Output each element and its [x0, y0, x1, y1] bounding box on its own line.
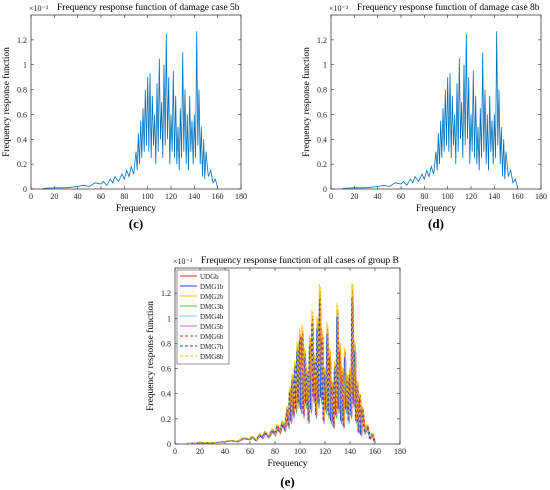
- chart-title: Frequency response function of damage ca…: [357, 2, 540, 13]
- legend-entry: DMG2b: [200, 293, 224, 301]
- y-tick-label: 0.8: [317, 86, 327, 95]
- x-axis-label: Frequency: [267, 459, 307, 469]
- y-tick-label: 0: [167, 440, 171, 449]
- series-line-0: [42, 31, 219, 189]
- x-tick-label: 100: [442, 192, 454, 201]
- legend-entry: UDGb: [200, 273, 219, 281]
- y-axis-label: Frequency response function: [301, 47, 312, 157]
- y-tick-label: 0.6: [17, 110, 27, 119]
- x-tick-label: 40: [221, 447, 229, 456]
- x-tick-label: 20: [350, 192, 358, 201]
- y-tick-label: 0.2: [17, 160, 27, 169]
- y-tick-label: 1: [323, 61, 327, 70]
- x-tick-label: 180: [394, 447, 406, 456]
- y-tick-label: 0.8: [17, 86, 27, 95]
- x-tick-label: 0: [173, 447, 177, 456]
- plot-area: [330, 14, 542, 190]
- x-tick-label: 160: [212, 192, 224, 201]
- chart-panel-2: 0 20 40 60 80 100 120 140 160 180 0 0.2 0.4 0.6 0.8 1 1.…: [145, 255, 406, 489]
- y-tick-label: 0.2: [317, 160, 327, 169]
- plot-area: [30, 14, 242, 190]
- x-tick-label: 140: [344, 447, 356, 456]
- x-tick-label: 0: [329, 192, 333, 201]
- y-tick-label: 0: [23, 185, 27, 194]
- x-tick-label: 60: [246, 447, 254, 456]
- y-tick-label: 1: [23, 61, 27, 70]
- chart-title: Frequency response function of damage ca…: [57, 2, 240, 13]
- x-tick-label: 160: [512, 192, 524, 201]
- chart-panel-0: 0 20 40 60 80 100 120 140 160 180 0 0.2 0.4 0.6 0.8 1 1.…: [1, 2, 247, 231]
- y-axis-label: Frequency response function: [145, 301, 156, 411]
- x-tick-label: 100: [142, 192, 154, 201]
- x-tick-label: 40: [74, 192, 82, 201]
- y-axis-label: Frequency response function: [1, 47, 12, 157]
- y-tick-label: 0.4: [317, 135, 327, 144]
- x-tick-label: 140: [188, 192, 200, 201]
- series-line-DMG8b: [187, 284, 376, 444]
- x-tick-label: 120: [165, 192, 177, 201]
- y-tick-label: 1: [167, 314, 171, 323]
- y-tick-label: 0.4: [17, 135, 27, 144]
- chart-title: Frequency response function of all cases…: [201, 255, 399, 266]
- y-tick-label: 1.2: [161, 289, 171, 298]
- x-tick-label: 80: [120, 192, 128, 201]
- x-tick-label: 180: [535, 192, 547, 201]
- y-exponent-label: ×10⁻³: [329, 4, 349, 13]
- x-tick-label: 20: [50, 192, 58, 201]
- x-tick-label: 60: [97, 192, 105, 201]
- plot-area: [174, 267, 401, 445]
- y-tick-label: 0: [323, 185, 327, 194]
- x-tick-label: 60: [397, 192, 405, 201]
- x-tick-label: 160: [369, 447, 381, 456]
- x-tick-label: 20: [196, 447, 204, 456]
- y-tick-label: 0.8: [161, 339, 171, 348]
- legend-entry: DMG8b: [200, 353, 224, 361]
- series-line-0: [342, 31, 519, 189]
- legend-entry: DMG6b: [200, 333, 224, 341]
- x-tick-label: 0: [29, 192, 33, 201]
- x-axis-label: Frequency: [116, 204, 156, 214]
- x-tick-label: 40: [374, 192, 382, 201]
- legend-entry: DMG1b: [200, 283, 224, 291]
- y-exponent-label: ×10⁻³: [29, 4, 49, 13]
- legend-entry: DMG7b: [200, 343, 224, 351]
- y-tick-label: 1.2: [317, 36, 327, 45]
- x-axis-label: Frequency: [416, 204, 456, 214]
- panel-label: (c): [129, 216, 143, 231]
- y-tick-label: 0.6: [161, 365, 171, 374]
- x-tick-label: 140: [488, 192, 500, 201]
- x-tick-label: 180: [235, 192, 247, 201]
- y-tick-label: 0.4: [161, 390, 171, 399]
- panel-label: (e): [280, 474, 294, 489]
- y-tick-label: 0.2: [161, 415, 171, 424]
- legend-entry: DMG4b: [200, 313, 224, 321]
- y-exponent-label: ×10⁻³: [173, 257, 193, 266]
- chart-panel-1: 0 20 40 60 80 100 120 140 160 180 0 0.2 0.4 0.6 0.8 1 1.…: [301, 2, 547, 231]
- legend: UDGb DMG1b DMG2b DMG3b DMG4b DMG5b DMG6b DMG7b D…: [176, 269, 230, 365]
- legend-entry: DMG3b: [200, 303, 224, 311]
- panel-label: (d): [428, 216, 444, 231]
- x-tick-label: 100: [294, 447, 306, 456]
- x-tick-label: 80: [420, 192, 428, 201]
- x-tick-label: 80: [271, 447, 279, 456]
- legend-entry: DMG5b: [200, 323, 224, 331]
- x-tick-label: 120: [465, 192, 477, 201]
- y-tick-label: 0.6: [317, 110, 327, 119]
- y-tick-label: 1.2: [17, 36, 27, 45]
- x-tick-label: 120: [319, 447, 331, 456]
